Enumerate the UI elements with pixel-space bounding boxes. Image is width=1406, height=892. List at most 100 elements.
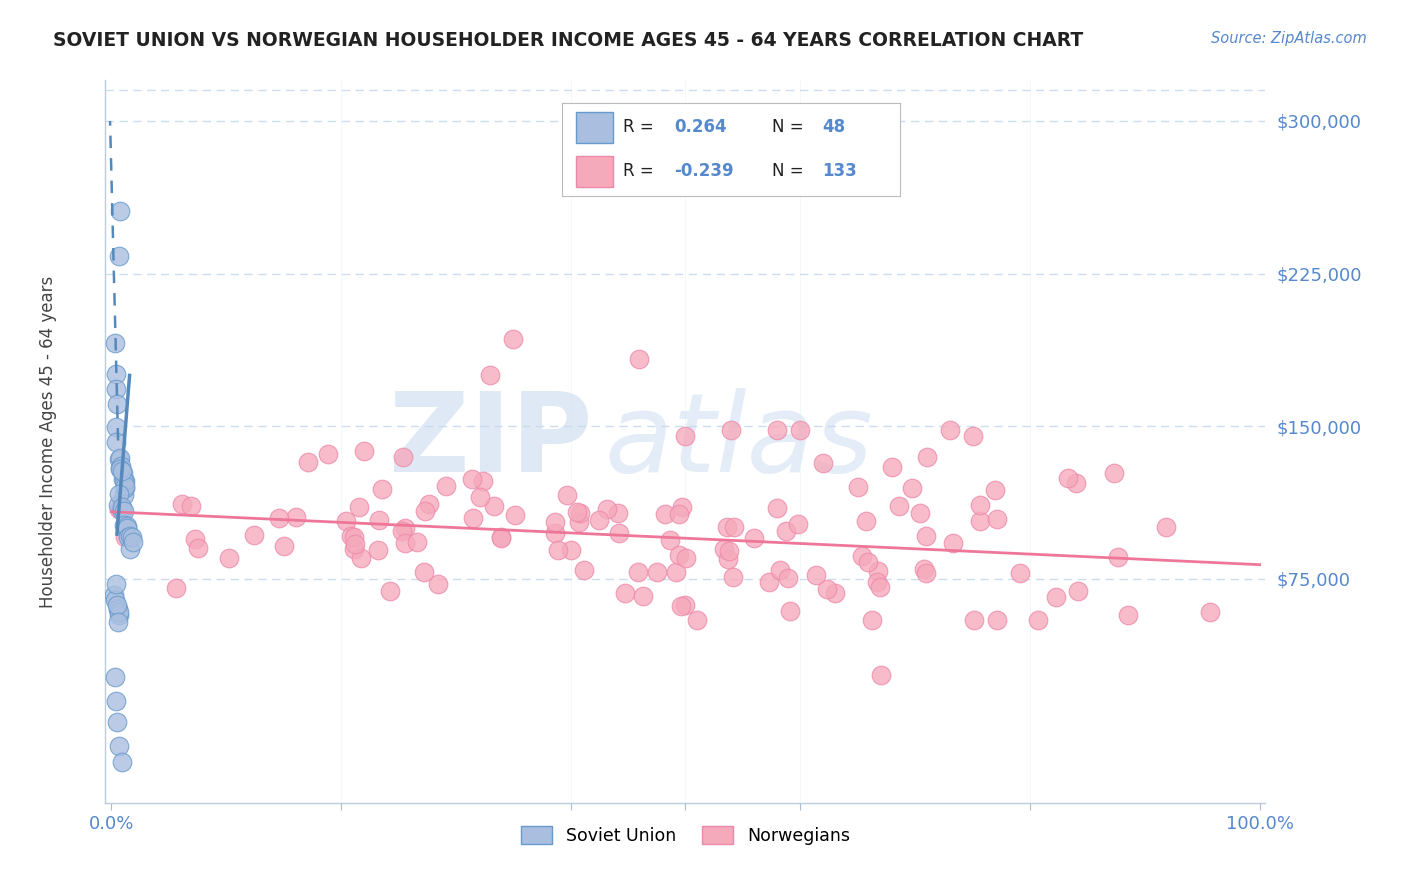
Point bbox=[1045, 591, 1067, 605]
Point bbox=[917, 450, 939, 464]
Point bbox=[806, 568, 828, 582]
Point bbox=[479, 368, 502, 383]
Point bbox=[112, 518, 135, 533]
Point bbox=[112, 474, 135, 488]
Point bbox=[869, 667, 891, 681]
Point bbox=[938, 423, 960, 437]
Point bbox=[779, 604, 801, 618]
Point bbox=[108, 487, 131, 501]
Point bbox=[984, 483, 1007, 498]
Point bbox=[353, 443, 375, 458]
Point bbox=[659, 533, 682, 547]
Point bbox=[172, 498, 194, 512]
Point bbox=[121, 530, 143, 544]
Point bbox=[606, 506, 628, 520]
Point bbox=[339, 529, 361, 543]
Point bbox=[1026, 613, 1049, 627]
Point bbox=[111, 467, 134, 481]
Point bbox=[555, 488, 578, 502]
Point bbox=[107, 452, 129, 467]
Point bbox=[108, 605, 131, 619]
Point bbox=[391, 524, 413, 539]
Point bbox=[778, 571, 800, 585]
Point bbox=[942, 536, 965, 550]
Point bbox=[367, 513, 389, 527]
Point bbox=[969, 514, 991, 528]
Point bbox=[108, 462, 131, 476]
Point bbox=[668, 548, 690, 562]
Point bbox=[297, 455, 319, 469]
Point bbox=[108, 450, 131, 465]
Point bbox=[104, 420, 127, 434]
Point bbox=[851, 549, 873, 563]
Point bbox=[180, 499, 202, 513]
Text: atlas: atlas bbox=[605, 388, 873, 495]
Point bbox=[110, 458, 132, 473]
Point bbox=[461, 473, 484, 487]
Point bbox=[1116, 607, 1139, 622]
Point bbox=[406, 535, 429, 549]
Point bbox=[343, 542, 366, 557]
Point bbox=[107, 615, 129, 630]
Point bbox=[1067, 584, 1090, 599]
Point bbox=[543, 515, 565, 529]
Point bbox=[1057, 471, 1080, 485]
Point bbox=[105, 367, 128, 381]
Point bbox=[866, 564, 889, 578]
Point bbox=[108, 203, 131, 218]
Point bbox=[547, 543, 569, 558]
Text: 48: 48 bbox=[823, 118, 845, 136]
Point bbox=[671, 599, 693, 613]
Point bbox=[461, 511, 484, 525]
Legend: Soviet Union, Norwegians: Soviet Union, Norwegians bbox=[513, 819, 858, 852]
Point bbox=[468, 491, 491, 505]
Point bbox=[105, 714, 128, 729]
Point bbox=[668, 508, 690, 522]
Point bbox=[869, 580, 891, 594]
Point bbox=[115, 519, 138, 533]
Point bbox=[104, 593, 127, 607]
Point bbox=[654, 507, 676, 521]
Point bbox=[413, 504, 436, 518]
Point bbox=[114, 474, 136, 488]
Point bbox=[273, 539, 295, 553]
Point bbox=[107, 498, 129, 512]
Point bbox=[969, 498, 991, 512]
Point bbox=[717, 552, 740, 566]
Point bbox=[671, 500, 693, 515]
Point bbox=[108, 250, 131, 264]
Point bbox=[104, 694, 127, 708]
Point bbox=[107, 502, 129, 516]
Point bbox=[1199, 605, 1222, 619]
Point bbox=[713, 541, 735, 556]
Point bbox=[394, 521, 416, 535]
Point bbox=[915, 566, 938, 580]
Point bbox=[766, 423, 789, 437]
Point bbox=[908, 506, 931, 520]
Point bbox=[769, 563, 792, 577]
Point bbox=[105, 599, 128, 613]
Point bbox=[104, 669, 127, 683]
Point bbox=[718, 544, 741, 558]
Point bbox=[105, 397, 128, 411]
Point bbox=[628, 352, 651, 367]
Point bbox=[114, 481, 136, 495]
Text: N =: N = bbox=[772, 118, 803, 136]
Point bbox=[107, 602, 129, 616]
Point bbox=[436, 479, 458, 493]
Point bbox=[350, 550, 373, 565]
FancyBboxPatch shape bbox=[576, 156, 613, 187]
Point bbox=[418, 498, 440, 512]
Point bbox=[665, 565, 688, 579]
Point bbox=[120, 542, 142, 557]
Point bbox=[111, 500, 134, 514]
Point bbox=[108, 739, 131, 753]
Point bbox=[111, 472, 134, 486]
Point bbox=[394, 536, 416, 550]
Point bbox=[588, 513, 610, 527]
Point bbox=[392, 450, 415, 464]
Point bbox=[607, 526, 630, 541]
Point bbox=[114, 479, 136, 493]
Point bbox=[111, 464, 134, 478]
Point bbox=[887, 499, 910, 513]
